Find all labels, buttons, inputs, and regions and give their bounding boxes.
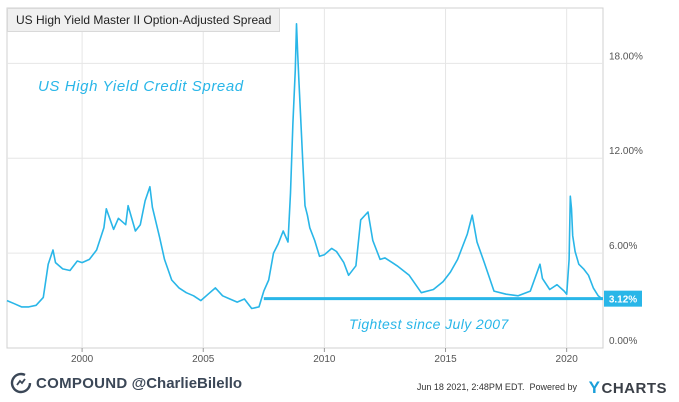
axes: 0.00% 6.00% 12.00% 18.00% 2000 2005 2010 2015 20…	[71, 51, 643, 365]
series-line	[6, 23, 603, 310]
x-tick-label: 2015	[434, 354, 457, 365]
x-tick-label: 2020	[556, 354, 579, 365]
chart-annotation-title: US High Yield Credit Spread	[38, 78, 244, 95]
timestamp: Jun 18 2021, 2:48PM EDT. Powered by	[417, 382, 577, 392]
x-tick-label: 2010	[313, 354, 336, 365]
ycharts-wordmark: CHARTS	[601, 379, 667, 397]
ycharts-logo[interactable]: Y CHARTS	[589, 378, 667, 398]
y-tick-label: 0.00%	[609, 336, 637, 347]
brand-block: COMPOUND @CharlieBilello	[10, 372, 242, 394]
chart-annotation-note: Tightest since July 2007	[349, 316, 509, 332]
y-tick-label: 12.00%	[609, 146, 643, 157]
timestamp-text: Jun 18 2021, 2:48PM EDT.	[416, 382, 525, 392]
y-tick-label: 18.00%	[609, 51, 643, 62]
brand-handle: @CharlieBilello	[131, 374, 243, 392]
chart-area: 0.00% 6.00% 12.00% 18.00% 2000 2005 2010 2015 20…	[6, 7, 643, 365]
current-value-badge	[604, 290, 642, 307]
compound-logo-icon	[10, 372, 32, 394]
series-layer	[6, 23, 603, 310]
x-tick-label: 2005	[192, 354, 215, 365]
annotations: 3.12% US High Yield Credit Spread Tightest…	[38, 78, 642, 332]
powered-by-text: Powered by	[529, 382, 577, 392]
ycharts-y-mark: Y	[588, 378, 601, 397]
plot-frame	[6, 7, 604, 349]
grid	[6, 7, 604, 349]
current-value-label: 3.12%	[609, 295, 637, 306]
y-tick-label: 6.00%	[609, 241, 637, 252]
footer: COMPOUND @CharlieBilello Jun 18 2021, 2:…	[0, 366, 679, 402]
series-legend: US High Yield Master II Option-Adjusted …	[7, 8, 281, 32]
x-tick-label: 2000	[71, 354, 94, 365]
brand-name: COMPOUND	[36, 374, 128, 392]
